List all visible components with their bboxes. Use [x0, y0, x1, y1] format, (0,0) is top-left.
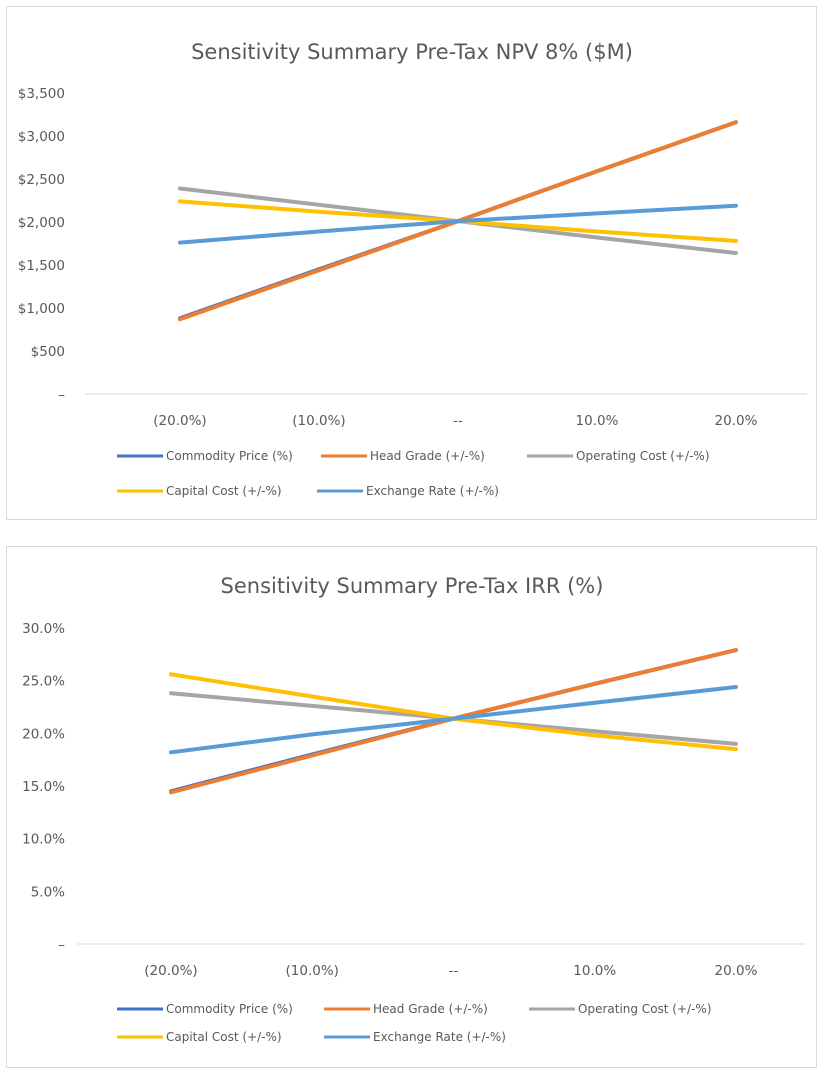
npv-y-tick-label: $1,000	[18, 301, 65, 317]
irr-y-tick-label: –	[58, 937, 65, 953]
irr-y-tick-label: 30.0%	[22, 621, 65, 637]
npv-x-tick-label: (20.0%)	[153, 413, 206, 429]
npv-legend-label: Commodity Price (%)	[166, 449, 293, 463]
npv-y-tick-label: $500	[31, 344, 65, 360]
npv-x-tick-label: (10.0%)	[292, 413, 345, 429]
npv-legend-label: Head Grade (+/-%)	[370, 449, 485, 463]
npv-y-tick-label: $2,500	[18, 172, 65, 188]
irr-legend-label: Commodity Price (%)	[166, 1002, 293, 1016]
irr-y-tick-label: 25.0%	[22, 674, 65, 690]
npv-chart: Sensitivity Summary Pre-Tax NPV 8% ($M) –…	[18, 40, 807, 498]
npv-series-line-exchange-rate	[178, 203, 738, 245]
npv-legend-label: Capital Cost (+/-%)	[166, 484, 282, 498]
npv-legend-label: Operating Cost (+/-%)	[576, 449, 710, 463]
irr-series-line-exchange-rate	[169, 685, 738, 755]
irr-x-tick-label: 20.0%	[715, 963, 758, 979]
npv-y-tick-label: $2,000	[18, 215, 65, 231]
npv-legend-label: Exchange Rate (+/-%)	[366, 484, 499, 498]
irr-x-tick-label: (20.0%)	[144, 963, 197, 979]
irr-chart-panel: Sensitivity Summary Pre-Tax IRR (%) – 5.0%…	[6, 546, 817, 1068]
irr-y-tick-label: 10.0%	[22, 832, 65, 848]
irr-series-line-head-grade	[169, 648, 738, 795]
irr-x-tick-label: 10.0%	[573, 963, 616, 979]
irr-legend-label: Exchange Rate (+/-%)	[373, 1030, 506, 1044]
irr-legend-label: Operating Cost (+/-%)	[578, 1002, 712, 1016]
irr-chart-title: Sensitivity Summary Pre-Tax IRR (%)	[221, 574, 604, 598]
irr-legend-label: Head Grade (+/-%)	[373, 1002, 488, 1016]
irr-x-tick-label: --	[449, 963, 459, 979]
npv-chart-title: Sensitivity Summary Pre-Tax NPV 8% ($M)	[191, 40, 633, 64]
npv-y-tick-label: $3,500	[18, 86, 65, 102]
irr-legend-label: Capital Cost (+/-%)	[166, 1030, 282, 1044]
npv-y-tick-label: $3,000	[18, 129, 65, 145]
npv-chart-panel: Sensitivity Summary Pre-Tax NPV 8% ($M) –…	[6, 6, 817, 520]
npv-y-tick-label: –	[58, 387, 65, 403]
irr-x-tick-label: (10.0%)	[286, 963, 339, 979]
npv-x-tick-label: 10.0%	[576, 413, 619, 429]
irr-y-tick-label: 15.0%	[22, 779, 65, 795]
npv-x-tick-label: --	[453, 413, 463, 429]
npv-y-tick-label: $1,500	[18, 258, 65, 274]
irr-y-tick-label: 20.0%	[22, 726, 65, 742]
irr-chart: Sensitivity Summary Pre-Tax IRR (%) – 5.0%…	[22, 574, 805, 1044]
npv-x-tick-label: 20.0%	[715, 413, 758, 429]
irr-y-tick-label: 5.0%	[31, 884, 65, 900]
